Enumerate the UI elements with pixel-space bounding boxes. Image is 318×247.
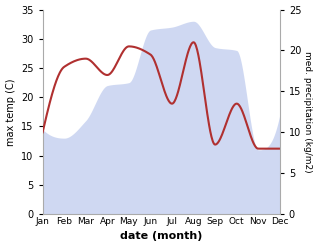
X-axis label: date (month): date (month): [120, 231, 203, 242]
Y-axis label: med. precipitation (kg/m2): med. precipitation (kg/m2): [303, 51, 313, 173]
Y-axis label: max temp (C): max temp (C): [5, 78, 16, 145]
